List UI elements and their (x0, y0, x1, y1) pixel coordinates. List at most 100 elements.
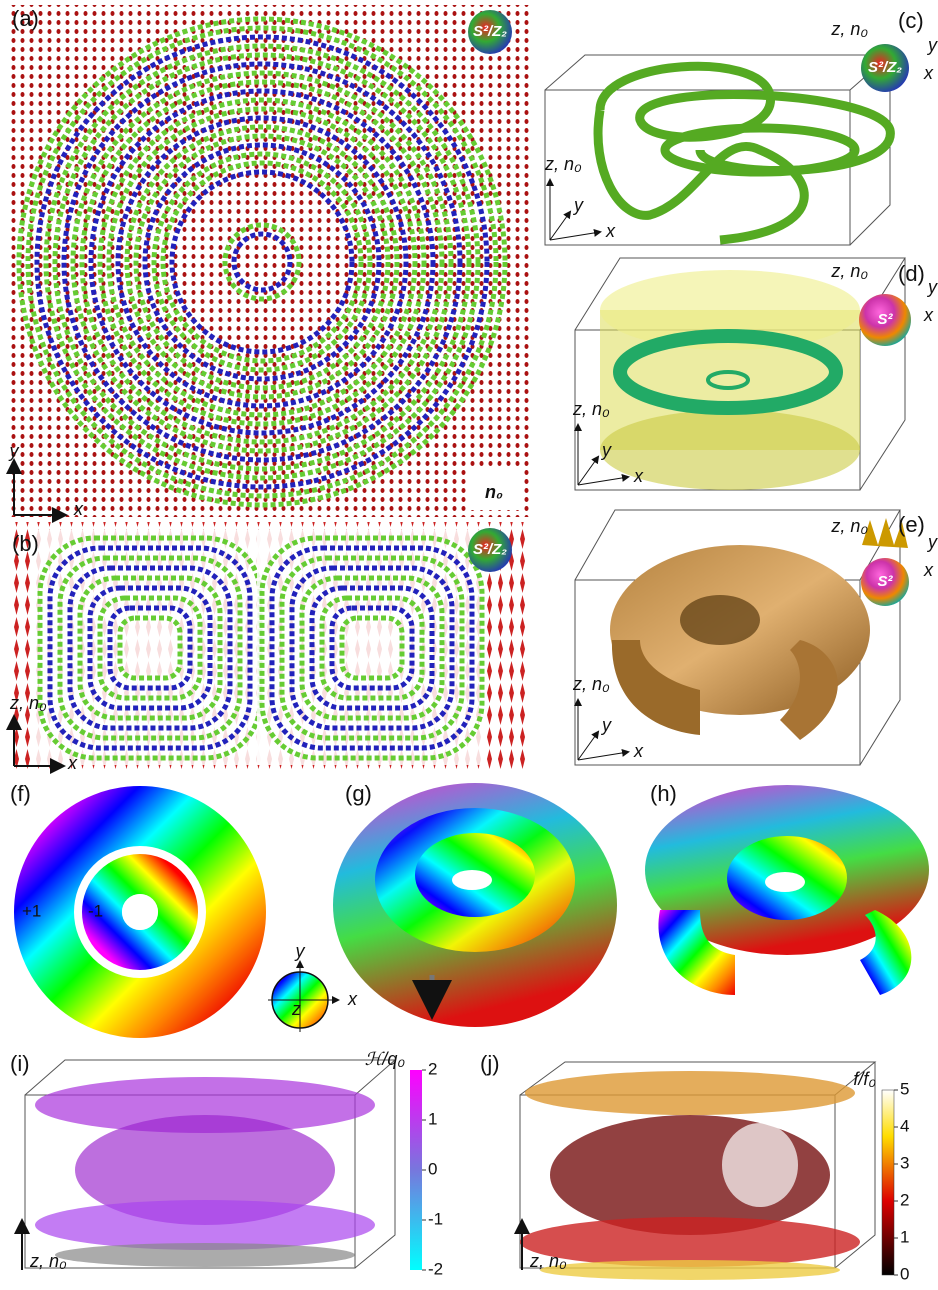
axis-label: x (73, 499, 84, 519)
axis-label: y (572, 195, 584, 215)
normal-label: n₀ (485, 482, 503, 502)
panel-b: S²/Z₂ z, n₀ x (b) (6, 522, 530, 774)
isosurface (540, 1260, 840, 1280)
badge-axis: y (926, 277, 938, 297)
axis-label: y (600, 440, 612, 460)
ribbon (595, 61, 895, 175)
panel-i: 2 1 0 -1 -2 ℋ/q₀ z, n₀ (i) (10, 1049, 443, 1279)
ring (57, 555, 243, 741)
colorbar-tick-label: 4 (900, 1116, 909, 1135)
axis-arrow (577, 748, 630, 761)
panel-e: S² (574, 509, 909, 766)
axis-label: x (633, 466, 644, 486)
ring (329, 605, 415, 691)
ring (169, 169, 355, 355)
panel-a: S²/Z₂ n₀ y x (a) (6, 5, 530, 523)
ring (259, 535, 485, 761)
isosurface (55, 1243, 355, 1267)
axis-label: z, n₀ (544, 154, 582, 174)
colorbar-title: ℋ/q₀ (365, 1049, 406, 1069)
hole (765, 872, 805, 892)
colorbar-title: f/f₀ (853, 1069, 876, 1089)
ring (106, 106, 418, 418)
axis-arrow (577, 455, 600, 486)
ring (70, 70, 454, 454)
badge-spikes (862, 518, 908, 548)
axis-label: y (600, 715, 612, 735)
colorbar (410, 1070, 422, 1270)
ring (77, 575, 223, 721)
axis-label: z, n₀ (572, 674, 610, 694)
ring (52, 52, 472, 472)
panel-label: (a) (12, 6, 39, 31)
ring (160, 160, 364, 364)
ring (339, 615, 405, 681)
ring (117, 615, 183, 681)
ring (231, 231, 293, 293)
ribbon (593, 109, 809, 245)
panel-label: (i) (10, 1051, 30, 1076)
axis-label: x (633, 741, 644, 761)
colorbar-tick-label: 5 (900, 1079, 909, 1098)
ring (142, 142, 382, 382)
colorbar-tick-label: 1 (900, 1227, 909, 1246)
cylinder-bottom (600, 410, 860, 490)
badge-sphere (861, 558, 909, 606)
ring (16, 16, 508, 508)
hole (452, 870, 492, 890)
ring (309, 585, 435, 711)
torus-cut (611, 640, 700, 735)
wheel-label: z (291, 999, 301, 1019)
hole (722, 1123, 798, 1207)
ring (107, 605, 193, 691)
panel-label: (f) (10, 781, 31, 806)
ring (151, 151, 373, 373)
panel-label: (c) (898, 8, 924, 33)
ring (97, 595, 203, 701)
ring (133, 133, 391, 391)
panel-j: 5 4 3 2 1 0 f/f₀ z, n₀ (j) (480, 1051, 909, 1284)
axis-label: y (8, 441, 20, 461)
isosurface (35, 1077, 375, 1133)
charge-label: +1 (22, 901, 41, 920)
axis-label: z, n₀ (9, 693, 47, 713)
panel-label: (g) (345, 781, 372, 806)
ring (289, 565, 455, 731)
ring (67, 565, 233, 731)
ring (61, 61, 463, 463)
badge-axis: x (923, 560, 934, 580)
torus-cut (860, 910, 912, 995)
charge-label: -1 (88, 901, 103, 920)
badge: S²/Z₂ (473, 23, 507, 40)
panels-cde: S²/Z₂ S² S² (c) (d) (e) (544, 8, 925, 766)
panel-label: (b) (12, 531, 39, 556)
ring-field (16, 16, 508, 508)
colorbar-tick-label: 0 (428, 1159, 437, 1178)
panel-d: S² (574, 257, 911, 491)
isosurface (525, 1071, 855, 1115)
badge-axis: x (923, 305, 934, 325)
axis-arrow (577, 473, 630, 486)
panel-label: (h) (650, 781, 677, 806)
ring (115, 115, 409, 409)
isosurface (75, 1115, 335, 1225)
badge-sphere (861, 44, 909, 92)
badge: S²/Z₂ (868, 59, 902, 76)
colorbar-ticks: 5 4 3 2 1 0 (894, 1079, 909, 1283)
badge-axis: y (926, 35, 938, 55)
ring (97, 97, 427, 427)
badge-axis: y (926, 532, 938, 552)
panel-h: (h) (645, 781, 929, 995)
ring (269, 545, 475, 751)
colorbar-tick-label: 0 (900, 1264, 909, 1283)
ring (25, 25, 499, 499)
colorbar-tick-label: 1 (428, 1109, 437, 1128)
axis-arrow (577, 730, 600, 761)
isosurface (35, 1200, 375, 1250)
ring-field (35, 530, 487, 765)
colorbar-tick-label: 2 (900, 1190, 909, 1209)
axis-arrow (549, 228, 602, 241)
